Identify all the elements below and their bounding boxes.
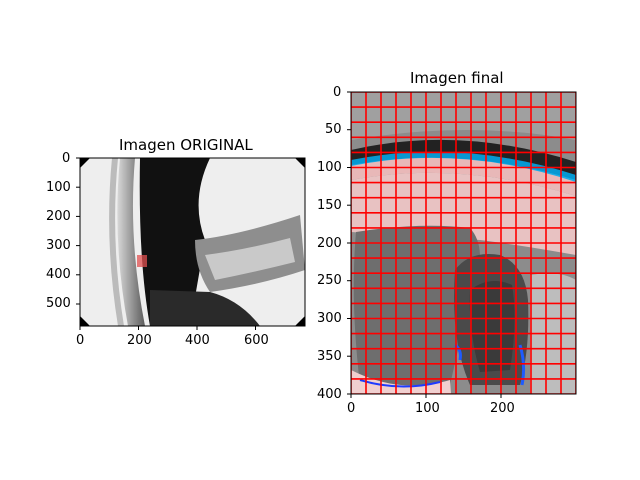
- left-ytick-label: 0: [62, 151, 71, 166]
- right-ytick-label: 50: [325, 122, 342, 137]
- right-xtick-label: 200: [490, 401, 515, 416]
- left-ytick-label: 500: [46, 296, 71, 311]
- left-ytick-label: 100: [46, 180, 71, 195]
- right-ytick-label: 350: [317, 349, 342, 364]
- right-ytick-label: 150: [317, 198, 342, 213]
- right-panel-title: Imagen final: [410, 69, 504, 87]
- right-ytick-label: 0: [333, 85, 342, 100]
- right-ytick-label: 400: [317, 387, 342, 402]
- left-xtick-label: 600: [244, 333, 269, 348]
- left-ytick-label: 400: [46, 267, 71, 282]
- right-ytick-label: 100: [317, 160, 342, 175]
- left-ytick-label: 200: [46, 209, 71, 224]
- right-axis-ticks: [347, 91, 502, 398]
- right-ytick-label: 250: [317, 273, 342, 288]
- right-ytick-label: 300: [317, 311, 342, 326]
- right-xtick-label: 100: [415, 401, 440, 416]
- left-panel-title: Imagen ORIGINAL: [119, 136, 253, 154]
- red-grid: [351, 92, 576, 394]
- left-xtick-label: 200: [127, 333, 152, 348]
- roi-highlight: [137, 255, 147, 267]
- original-image: [80, 158, 305, 326]
- left-axis-ticks: [76, 157, 256, 330]
- left-xtick-label: 400: [185, 333, 210, 348]
- right-ytick-label: 200: [317, 236, 342, 251]
- left-xtick-label: 0: [76, 333, 85, 348]
- right-xtick-label: 0: [347, 401, 356, 416]
- left-ytick-label: 300: [46, 238, 71, 253]
